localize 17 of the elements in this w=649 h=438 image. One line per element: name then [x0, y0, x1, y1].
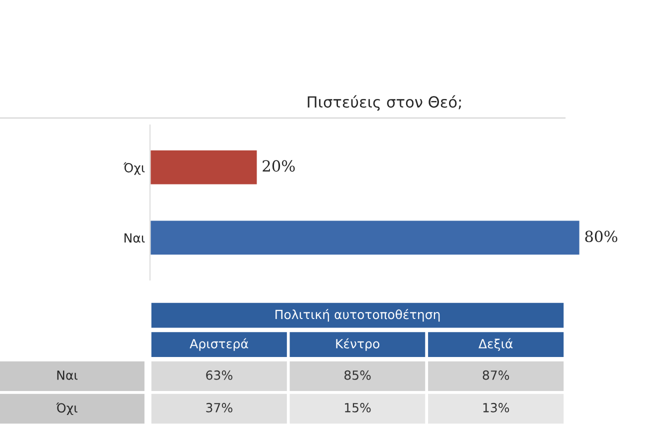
- data-label: 63%: [206, 370, 232, 380]
- x-tick-label: Αριστερά: [190, 338, 248, 351]
- data-label: 85%: [344, 370, 371, 380]
- y-tick-label: Όχι: [123, 162, 145, 175]
- y-tick-label: Ναι: [57, 370, 78, 380]
- y-tick-label: Ναι: [124, 233, 145, 243]
- chart-title: Πιστεύεις στον Θεό;: [308, 95, 461, 111]
- x-tick-label: Δεξιά: [478, 338, 513, 351]
- data-label: 15%: [344, 402, 371, 412]
- data-label: 20%: [262, 160, 295, 172]
- data-label: 37%: [206, 402, 232, 412]
- chart-title: Πολιτική αυτοτοποθέτηση: [276, 309, 440, 322]
- y-tick-label: Όχι: [56, 402, 78, 416]
- data-label: 87%: [482, 370, 510, 380]
- data-label: 13%: [483, 402, 510, 412]
- data-label: 80%: [585, 230, 618, 242]
- x-tick-label: Κέντρο: [336, 338, 380, 351]
